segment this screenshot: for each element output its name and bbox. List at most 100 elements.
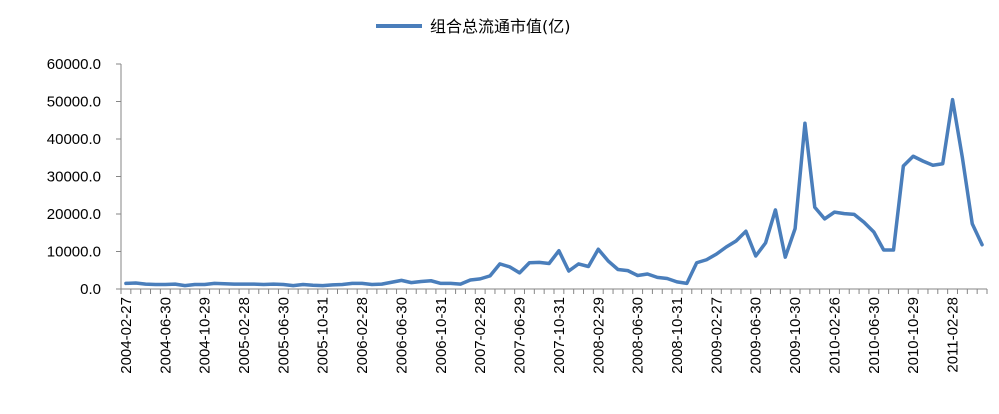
data-point <box>154 283 157 286</box>
data-point <box>577 262 580 266</box>
data-point <box>213 282 216 285</box>
data-point <box>183 284 187 287</box>
x-tick-label: 2008-06-30 <box>630 297 647 374</box>
data-point <box>173 282 177 286</box>
data-point <box>400 279 403 282</box>
data-point <box>774 208 777 212</box>
data-point <box>852 213 856 216</box>
data-point <box>882 248 885 252</box>
data-point <box>498 262 502 266</box>
x-tick-label: 2009-02-27 <box>708 297 725 374</box>
data-point <box>567 269 570 273</box>
data-point <box>587 265 590 268</box>
data-point <box>124 282 128 285</box>
data-point <box>223 282 226 285</box>
x-tick-label: 2005-06-30 <box>275 297 292 374</box>
x-tick-label: 2007-10-31 <box>551 297 568 374</box>
data-point <box>341 283 344 286</box>
x-tick-label: 2007-06-29 <box>512 297 529 374</box>
data-point <box>557 249 561 252</box>
data-point <box>685 282 689 285</box>
x-tick-label: 2010-02-26 <box>826 297 843 374</box>
x-tick-label: 2004-02-27 <box>118 297 135 374</box>
data-point <box>892 248 895 252</box>
x-axis: 2004-02-27 2004-06-30 2004-10-29 2005-02-28… <box>118 288 988 374</box>
y-tick-label: 60000.0 <box>47 56 101 73</box>
legend: 组合总流通市值(亿) <box>376 17 571 36</box>
x-tick-label: 2008-02-29 <box>590 297 607 374</box>
data-point <box>419 280 423 283</box>
data-point <box>469 278 472 282</box>
data-point <box>282 283 285 286</box>
x-tick-label: 2005-02-28 <box>236 297 253 374</box>
data-point <box>813 206 816 209</box>
x-tick-label: 2005-10-31 <box>315 297 332 374</box>
data-point <box>833 210 836 214</box>
data-point <box>449 282 452 285</box>
data-point <box>370 283 374 286</box>
data-point <box>665 277 669 280</box>
data-point <box>459 282 462 286</box>
data-point <box>803 122 807 125</box>
x-tick-label: 2011-02-28 <box>945 297 962 373</box>
data-point <box>203 283 206 286</box>
data-point <box>695 261 698 264</box>
data-point <box>705 258 708 261</box>
data-point <box>734 239 738 243</box>
data-point <box>351 282 354 285</box>
data-point <box>675 280 679 284</box>
data-point <box>331 283 334 287</box>
data-point <box>961 156 964 159</box>
data-point <box>193 283 197 286</box>
data-point <box>390 281 393 284</box>
data-point <box>508 265 511 269</box>
legend-label: 组合总流通市值(亿) <box>430 17 571 36</box>
data-point <box>656 276 659 279</box>
x-tick-label: 2004-06-30 <box>157 297 174 374</box>
data-point <box>144 282 147 286</box>
data-point <box>744 230 748 233</box>
y-axis: 0.0 10000.0 20000.0 30000.0 40000.0 50000.0 60… <box>47 56 122 298</box>
data-point <box>971 222 974 225</box>
y-tick-label: 10000.0 <box>47 244 101 261</box>
data-point <box>980 243 984 246</box>
data-point <box>902 164 905 168</box>
y-tick-label: 40000.0 <box>47 131 101 148</box>
data-point <box>439 282 443 285</box>
data-point <box>606 259 610 263</box>
x-tick-label: 2006-10-31 <box>433 297 450 374</box>
data-point <box>134 281 137 285</box>
series-line <box>124 97 984 288</box>
data-point <box>646 272 649 276</box>
data-point <box>429 279 433 282</box>
data-point <box>488 274 492 278</box>
data-point <box>951 98 954 101</box>
x-tick-label: 2009-06-30 <box>748 297 765 374</box>
data-point <box>872 230 876 234</box>
data-point <box>360 282 364 285</box>
data-point <box>764 241 767 245</box>
x-tick-label: 2006-06-30 <box>393 297 410 374</box>
data-point <box>410 281 413 284</box>
data-point <box>164 283 167 286</box>
data-point <box>528 261 531 264</box>
data-point <box>311 284 315 287</box>
data-point <box>931 164 935 167</box>
data-point <box>823 217 826 221</box>
y-tick-label: 0.0 <box>80 281 101 298</box>
data-point <box>921 159 925 163</box>
x-tick-label: 2008-10-31 <box>669 297 686 374</box>
data-point <box>715 252 718 256</box>
data-point <box>518 271 521 275</box>
x-tick-label: 2006-02-28 <box>354 297 371 374</box>
data-point <box>321 284 324 287</box>
data-point <box>784 255 787 259</box>
data-point <box>843 212 846 215</box>
data-point <box>597 248 600 251</box>
data-point <box>725 245 728 249</box>
x-tick-label: 2010-06-30 <box>866 297 883 374</box>
y-tick-label: 20000.0 <box>47 206 101 223</box>
data-point <box>911 155 915 158</box>
